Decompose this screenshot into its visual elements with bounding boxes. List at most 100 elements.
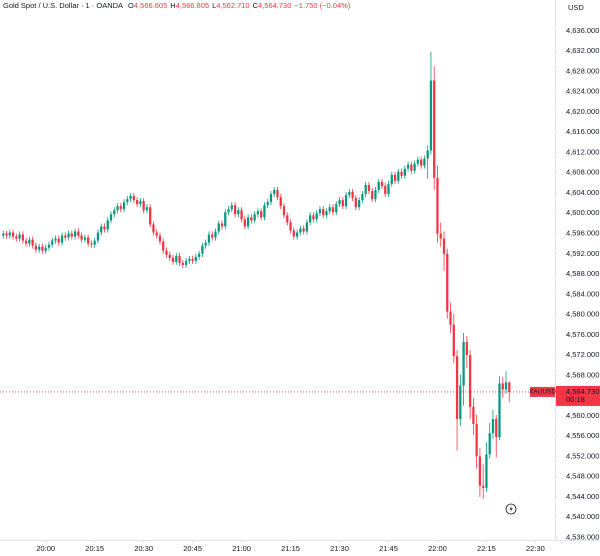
candle-body — [73, 231, 77, 237]
candle-body — [243, 219, 246, 227]
candle-body — [400, 171, 403, 176]
candle-body — [184, 260, 188, 265]
candle-body — [367, 184, 371, 191]
candle-body — [439, 233, 442, 239]
candle-body — [465, 341, 468, 356]
candle-body — [31, 239, 34, 246]
y-tick-label: 4,540.000 — [566, 512, 599, 521]
x-tick-label: 22:00 — [428, 544, 447, 553]
candle-body — [237, 210, 240, 215]
candle-body — [224, 212, 227, 227]
ohlc-key: C — [253, 1, 259, 10]
candle-body — [181, 262, 184, 265]
candle-body — [413, 163, 416, 171]
y-tick-label: 4,548.000 — [566, 472, 599, 481]
candle-body — [227, 209, 230, 213]
candle-body — [194, 256, 198, 261]
candle-body — [433, 80, 436, 178]
candle-body — [462, 341, 465, 386]
candle-body — [116, 206, 119, 211]
candle-body — [475, 423, 478, 457]
y-tick-label: 4,544.000 — [566, 492, 599, 501]
candle-body — [295, 232, 299, 237]
candle-body — [446, 253, 449, 312]
candle-body — [354, 198, 357, 208]
candle-body — [152, 224, 155, 233]
candle-body — [472, 406, 475, 424]
candle-body — [377, 181, 380, 190]
candle-body — [302, 228, 305, 232]
candle-body — [331, 207, 335, 213]
candle-body — [495, 418, 498, 438]
candle-body — [139, 201, 142, 205]
ohlc-key: H — [170, 1, 175, 10]
y-tick-label: 4,536.000 — [566, 532, 599, 541]
candle-body — [188, 258, 191, 261]
candle-body — [2, 233, 5, 236]
y-tick-label: 4,624.000 — [566, 87, 599, 96]
candle-body — [449, 311, 452, 325]
candle-body — [132, 196, 135, 201]
candle-body — [286, 215, 289, 223]
candle-body — [60, 235, 64, 243]
candle-body — [420, 159, 423, 166]
candle-body — [129, 196, 132, 200]
x-tick-label: 20:30 — [134, 544, 153, 553]
y-tick-label: 4,636.000 — [566, 26, 599, 35]
candle-body — [8, 232, 11, 236]
y-tick-label: 4,592.000 — [566, 249, 599, 258]
y-tick-label: 4,584.000 — [566, 289, 599, 298]
candle-body — [282, 206, 286, 216]
candle-body — [374, 189, 377, 200]
candle-body — [429, 80, 433, 151]
candle-body — [96, 232, 100, 241]
candle-body — [171, 257, 175, 262]
candle-body — [335, 204, 338, 213]
candle-body — [380, 181, 384, 186]
candle-body — [24, 240, 28, 244]
candle-body — [273, 189, 276, 195]
candle-body — [312, 215, 315, 220]
candle-body — [83, 237, 87, 240]
candle-body — [488, 433, 491, 455]
candle-body — [168, 254, 171, 258]
candle-body — [416, 159, 420, 164]
candle-body — [240, 210, 243, 220]
ohlc-value: 4,566.805 — [176, 1, 209, 10]
x-tick-label: 22:30 — [526, 544, 545, 553]
change: −1.750 (−0.04%) — [294, 1, 350, 10]
candle-body — [28, 239, 31, 244]
y-tick-label: 4,572.000 — [566, 350, 599, 359]
candle-body — [47, 244, 51, 248]
candle-body — [135, 200, 139, 205]
candle-body — [109, 214, 113, 221]
candle-body — [41, 246, 44, 251]
ohlc-key: L — [212, 1, 216, 10]
candle-body — [44, 247, 47, 251]
y-tick-label: 4,576.000 — [566, 330, 599, 339]
candle-body — [482, 485, 485, 488]
candle-body — [5, 233, 8, 236]
candle-body — [191, 258, 194, 261]
candle-body — [309, 215, 312, 223]
price-tag — [556, 385, 600, 406]
x-tick-label: 21:15 — [281, 544, 300, 553]
x-tick-label: 21:00 — [232, 544, 251, 553]
candle-body — [165, 250, 168, 255]
candle-body — [266, 202, 269, 206]
y-tick-label: 4,628.000 — [566, 66, 599, 75]
candle-body — [501, 383, 504, 390]
symbol-label: XAUUSD — [529, 389, 556, 396]
candle-body — [119, 206, 122, 210]
candle-body — [263, 205, 266, 218]
candle-body — [149, 207, 152, 225]
candle-body — [406, 164, 410, 169]
candle-body — [269, 194, 273, 203]
y-tick-label: 4,552.000 — [566, 451, 599, 460]
ohlc-value: 4,562.710 — [216, 1, 249, 10]
candle-body — [250, 217, 253, 221]
x-tick-label: 21:45 — [379, 544, 398, 553]
y-tick-label: 4,560.000 — [566, 411, 599, 420]
